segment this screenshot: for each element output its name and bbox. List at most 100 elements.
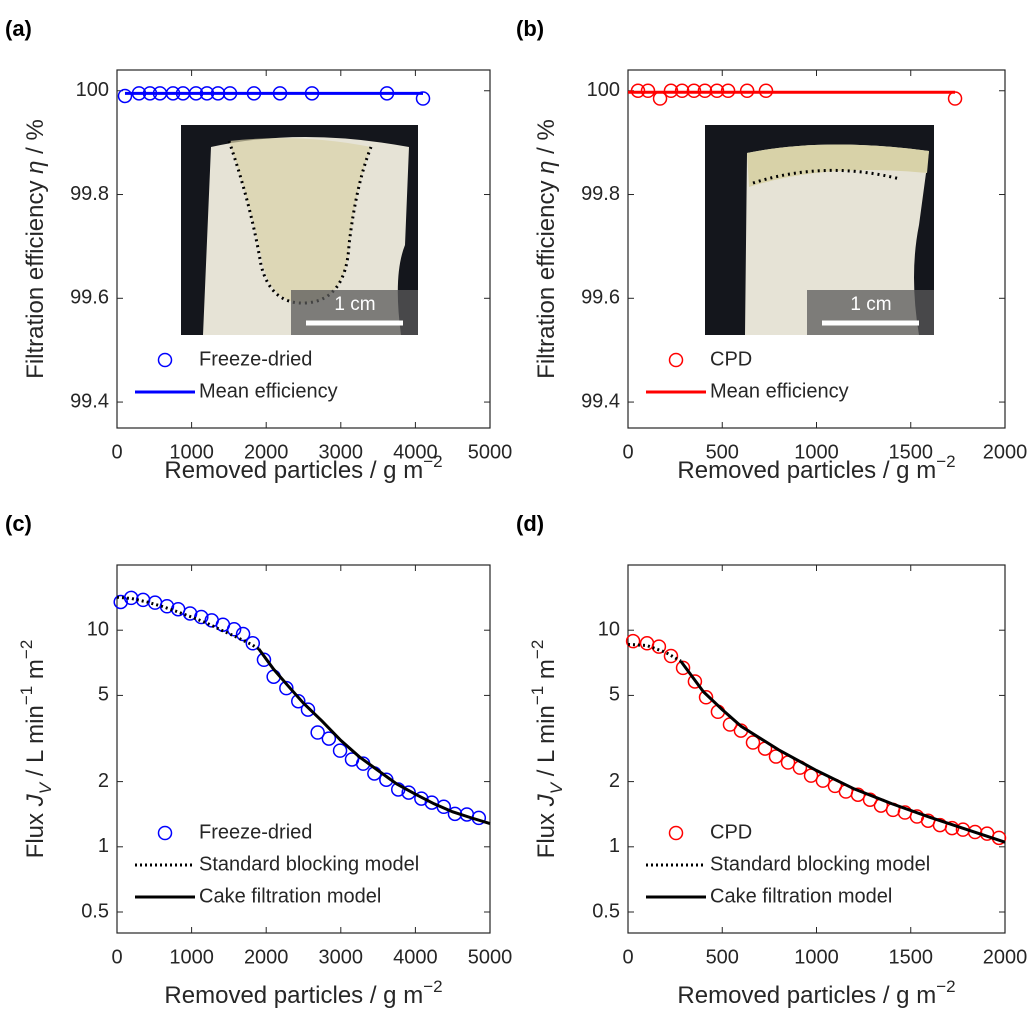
data-point xyxy=(640,83,656,99)
data-point xyxy=(651,639,667,654)
data-point xyxy=(768,749,784,764)
x-tick-label: 500 xyxy=(706,946,739,968)
data-point xyxy=(117,88,133,104)
label-part: Removed particles / g m xyxy=(677,982,936,1009)
axes-box xyxy=(627,564,1006,934)
y-tick-label: 99.4 xyxy=(581,390,620,412)
legend-label: Standard blocking model xyxy=(710,853,930,875)
x-tick-label: 5000 xyxy=(468,946,513,968)
label-part: Removed particles / g m xyxy=(164,982,423,1009)
label-part: −1 xyxy=(17,686,36,705)
panel: (a) 0 1000 2000 3000 4000 5000 99.4 99.6 99.8 100 R… xyxy=(5,16,512,485)
panel-label: (b) xyxy=(516,16,544,41)
data-point xyxy=(862,792,878,807)
panel: (b) 0 500 1000 1500 2000 99.4 99.6 99.8 100 Remove… xyxy=(516,16,1027,485)
x-tick-label: 0 xyxy=(622,441,633,463)
data-point xyxy=(147,595,163,610)
axes-box xyxy=(116,69,491,429)
data-point xyxy=(675,660,691,676)
data-point xyxy=(639,636,655,651)
inset-photo: 1 cm xyxy=(181,125,418,335)
x-tick-label: 0 xyxy=(111,441,122,463)
y-tick-label: 99.4 xyxy=(70,390,109,412)
label-part: Removed particles / g m xyxy=(677,457,936,484)
label-part: −2 xyxy=(423,452,442,471)
data-point xyxy=(720,83,736,99)
y-tick-label: 99.8 xyxy=(70,183,109,205)
x-tick-label: 2000 xyxy=(244,946,289,968)
x-tick-label: 2000 xyxy=(244,441,289,463)
legend-marker xyxy=(157,825,173,841)
y-tick-label: 0.5 xyxy=(592,900,620,922)
x-tick-label: 1000 xyxy=(169,946,214,968)
data-point xyxy=(687,674,703,689)
data-point xyxy=(697,83,713,99)
label-part: −2 xyxy=(528,640,547,659)
panel-label: (c) xyxy=(5,511,32,536)
data-point xyxy=(698,690,714,705)
y-tick-label: 2 xyxy=(609,770,620,792)
label-part: −2 xyxy=(936,977,955,996)
x-tick-label: 1000 xyxy=(794,441,839,463)
data-point xyxy=(663,83,679,99)
x-tick-label: 2000 xyxy=(983,946,1028,968)
x-axis-label: Removed particles / g m−2 xyxy=(164,452,442,484)
x-tick-label: 1000 xyxy=(169,441,214,463)
legend-label: Freeze-dried xyxy=(199,348,312,370)
model-line xyxy=(679,660,1006,844)
data-point xyxy=(663,648,679,664)
legend-label: CPD xyxy=(710,821,752,843)
data-point xyxy=(170,601,186,617)
x-tick-label: 1500 xyxy=(889,441,934,463)
data-point xyxy=(235,626,251,642)
data-point xyxy=(414,791,429,806)
legend-marker xyxy=(668,825,684,841)
label-part: J xyxy=(533,793,560,807)
label-part: V xyxy=(36,781,55,794)
label-part: −2 xyxy=(423,977,442,996)
y-axis-label: Filtration efficiency η / % xyxy=(22,119,49,379)
y-tick-label: 5 xyxy=(98,684,109,706)
data-point xyxy=(226,622,242,637)
y-axis-label: Filtration efficiency η / % xyxy=(533,119,560,379)
sample xyxy=(745,144,929,335)
scale-box xyxy=(807,290,934,335)
label-part: / L min xyxy=(22,705,49,783)
y-tick-label: 100 xyxy=(587,79,620,101)
legend-label: Standard blocking model xyxy=(199,853,419,875)
axes-box xyxy=(116,564,491,934)
label-part: / L min xyxy=(533,705,560,783)
sample-loaded xyxy=(229,138,371,304)
data-point xyxy=(310,725,325,740)
legend-label: CPD xyxy=(710,348,752,370)
y-tick-label: 0.5 xyxy=(81,900,109,922)
data-point xyxy=(321,731,337,746)
label-part: Flux xyxy=(22,806,49,858)
label-part: η xyxy=(22,161,49,174)
y-tick-label: 10 xyxy=(598,618,620,640)
x-tick-label: 4000 xyxy=(393,441,438,463)
data-point xyxy=(947,91,963,106)
label-part: / % xyxy=(22,119,49,160)
data-point xyxy=(850,787,866,802)
legend-label: Freeze-dried xyxy=(199,821,312,843)
x-tick-label: 1500 xyxy=(889,946,934,968)
sample-loaded xyxy=(747,144,929,187)
y-tick-label: 2 xyxy=(98,770,109,792)
x-tick-label: 0 xyxy=(111,946,122,968)
scale-label: 1 cm xyxy=(334,294,375,315)
x-tick-label: 5000 xyxy=(468,441,513,463)
x-tick-label: 2000 xyxy=(983,441,1028,463)
x-tick-label: 500 xyxy=(706,441,739,463)
label-part: η xyxy=(533,161,560,174)
x-axis-label: Removed particles / g m−2 xyxy=(677,977,955,1009)
label-part: −2 xyxy=(17,640,36,659)
y-tick-label: 1 xyxy=(609,835,620,857)
legend-marker xyxy=(668,352,684,368)
data-point xyxy=(113,594,128,610)
panel: (d) 0 500 1000 1500 2000 0.5 1 2 5 10 Removed parti… xyxy=(516,511,1027,1010)
data-point xyxy=(256,652,272,668)
label-part: Flux xyxy=(533,806,560,858)
data-point xyxy=(686,83,702,99)
x-axis-label: Removed particles / g m−2 xyxy=(164,977,442,1009)
